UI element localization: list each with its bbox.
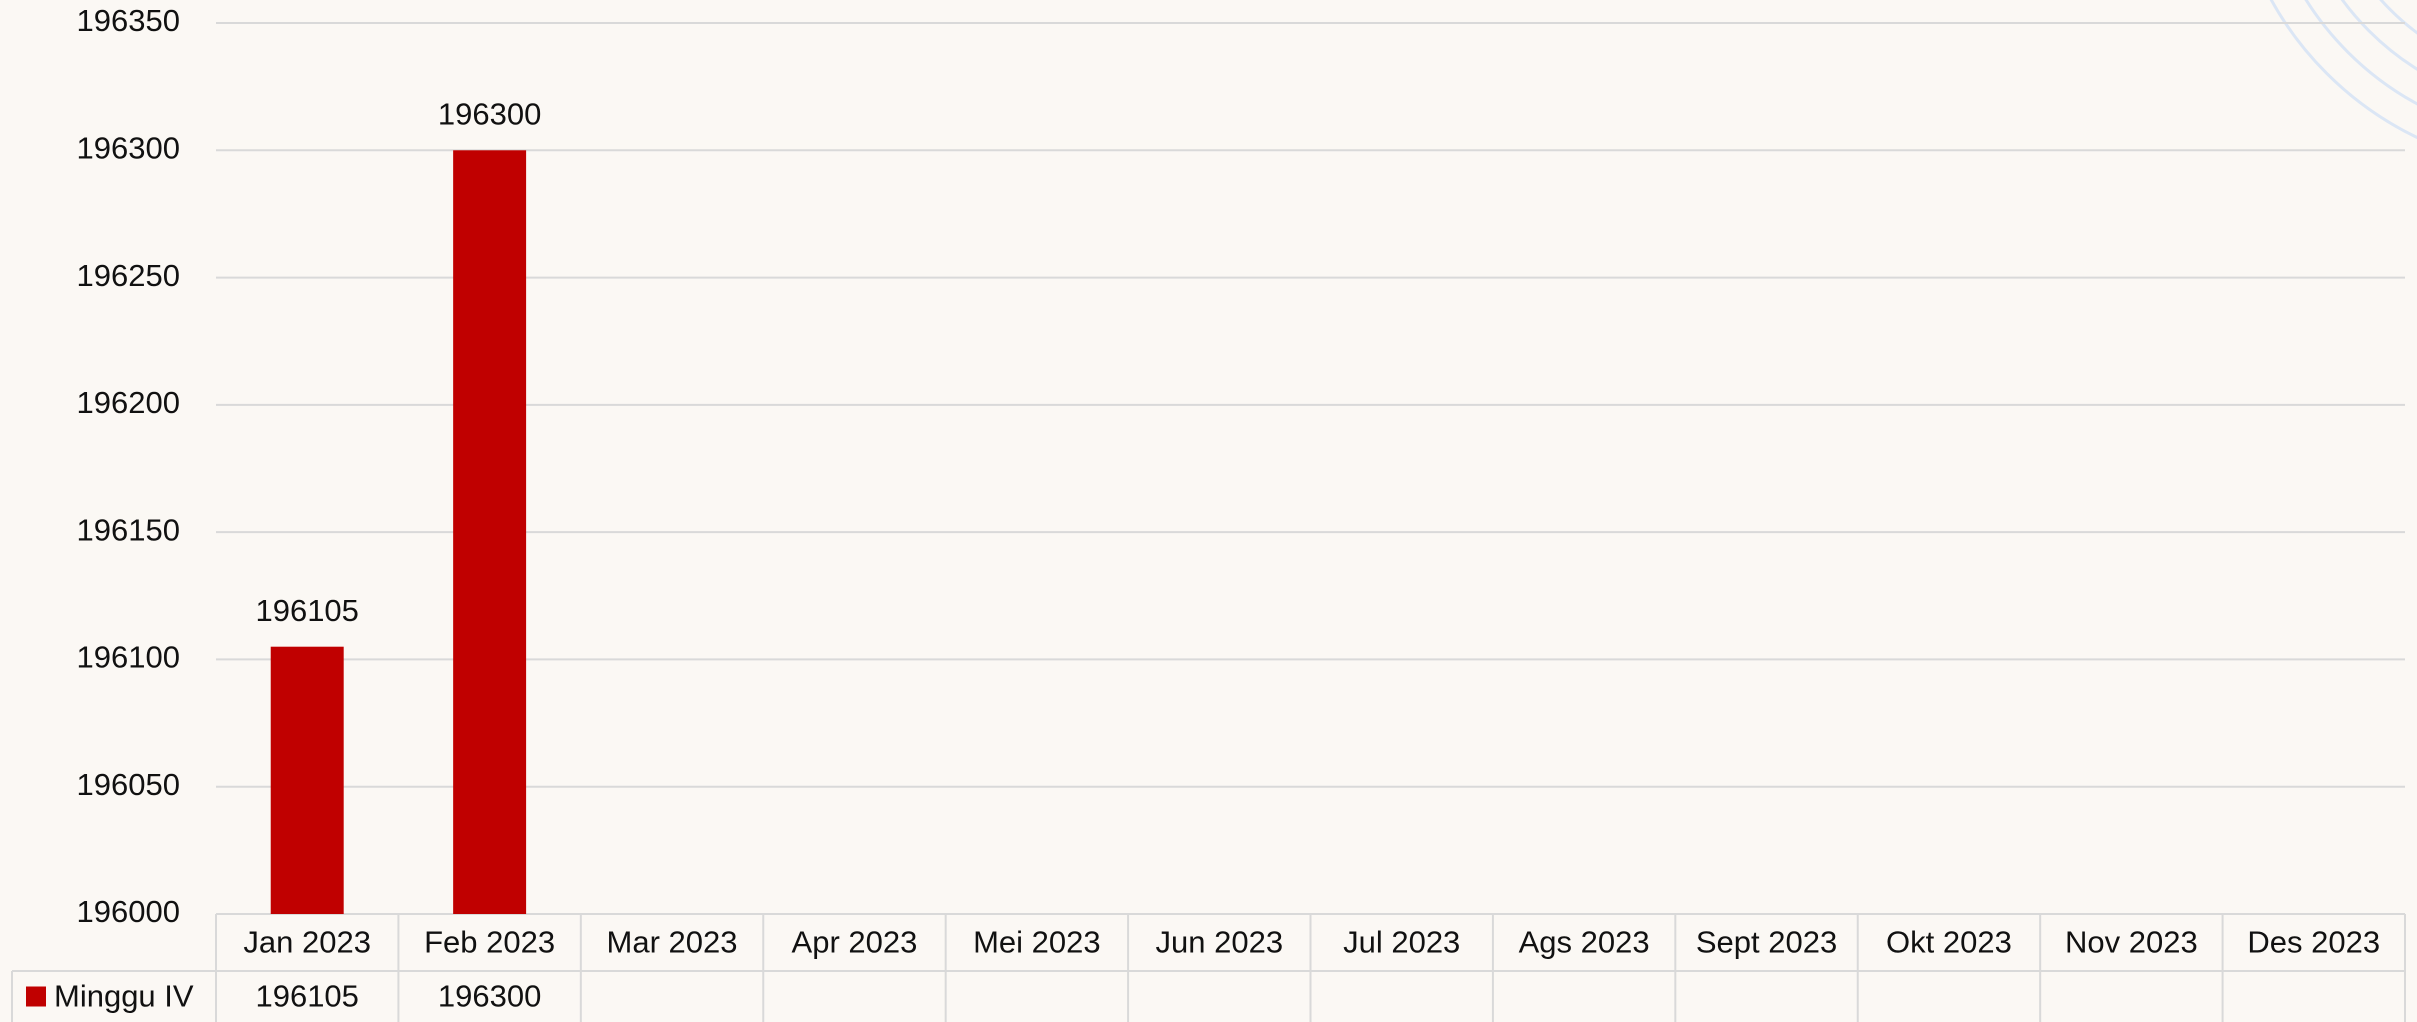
x-tick-label: Mar 2023: [607, 925, 738, 960]
x-tick-label: Nov 2023: [2065, 925, 2198, 960]
bar: [453, 150, 527, 915]
x-tick-label: Jul 2023: [1343, 925, 1460, 960]
legend-label: Minggu IV: [54, 979, 194, 1014]
x-tick-label: Jun 2023: [1156, 925, 1284, 960]
x-tick-label: Apr 2023: [792, 925, 918, 960]
x-tick-label: Jan 2023: [243, 925, 371, 960]
y-tick-label: 196100: [77, 640, 180, 675]
data-label: 196105: [255, 593, 358, 628]
x-tick-label: Feb 2023: [424, 925, 555, 960]
x-tick-label: Des 2023: [2247, 925, 2380, 960]
table-value: 196300: [438, 979, 541, 1014]
y-tick-label: 196000: [77, 894, 180, 929]
table-value: 196105: [255, 979, 358, 1014]
x-tick-label: Okt 2023: [1886, 925, 2012, 960]
y-tick-label: 196250: [77, 258, 180, 293]
x-tick-label: Mei 2023: [973, 925, 1101, 960]
legend-swatch: [26, 986, 46, 1007]
x-tick-label: Ags 2023: [1519, 925, 1650, 960]
bar: [270, 646, 344, 914]
y-tick-label: 196050: [77, 767, 180, 802]
y-tick-label: 196300: [77, 130, 180, 165]
data-label: 196300: [438, 96, 541, 131]
y-tick-label: 196150: [77, 512, 180, 547]
y-tick-label: 196350: [77, 3, 180, 38]
y-tick-label: 196200: [77, 385, 180, 420]
decoration: [2269, 0, 2417, 139]
x-tick-label: Sept 2023: [1696, 925, 1837, 960]
